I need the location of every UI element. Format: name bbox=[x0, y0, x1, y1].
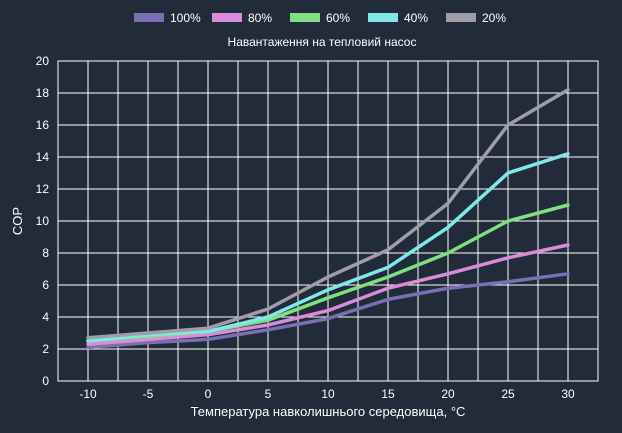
y-tick-label: 14 bbox=[36, 150, 50, 164]
x-tick-label: 15 bbox=[381, 387, 395, 401]
y-tick-label: 2 bbox=[42, 342, 49, 356]
x-axis-title: Температура навколишнього середовища, °C bbox=[191, 404, 466, 419]
x-axis-ticks: -10 -5 0 5 10 15 20 25 30 bbox=[79, 387, 575, 401]
y-axis-ticks: 0 2 4 6 8 10 12 14 16 18 20 bbox=[36, 54, 50, 388]
x-tick-label: -5 bbox=[143, 387, 154, 401]
legend-swatch bbox=[134, 13, 164, 22]
legend-label: 20% bbox=[482, 11, 506, 25]
series-lines bbox=[86, 88, 570, 350]
x-tick-label: 30 bbox=[561, 387, 575, 401]
legend-swatch bbox=[290, 13, 320, 22]
series-line-2 bbox=[86, 243, 570, 346]
legend-label: 100% bbox=[170, 11, 201, 25]
legend: 100% 80% 60% 40% 20% bbox=[134, 11, 506, 25]
x-tick-label: 5 bbox=[265, 387, 272, 401]
legend-label: 80% bbox=[248, 11, 272, 25]
legend-label: 60% bbox=[326, 11, 350, 25]
series-line-1 bbox=[86, 272, 570, 350]
y-tick-label: 12 bbox=[36, 182, 50, 196]
x-tick-label: 25 bbox=[501, 387, 515, 401]
x-tick-label: 10 bbox=[321, 387, 335, 401]
legend-label: 40% bbox=[404, 11, 428, 25]
series-line-4 bbox=[86, 152, 570, 343]
y-tick-label: 10 bbox=[36, 214, 50, 228]
series-line-5 bbox=[86, 88, 570, 340]
y-axis-title: COP bbox=[10, 207, 25, 235]
y-tick-label: 18 bbox=[36, 86, 50, 100]
legend-swatch bbox=[446, 13, 476, 22]
legend-swatch bbox=[212, 13, 242, 22]
y-tick-label: 20 bbox=[36, 54, 50, 68]
x-tick-label: 0 bbox=[205, 387, 212, 401]
legend-swatch bbox=[368, 13, 398, 22]
y-tick-label: 4 bbox=[42, 310, 49, 324]
y-tick-label: 0 bbox=[42, 374, 49, 388]
y-tick-label: 6 bbox=[42, 278, 49, 292]
y-tick-label: 16 bbox=[36, 118, 50, 132]
x-tick-label: 20 bbox=[441, 387, 455, 401]
y-tick-label: 8 bbox=[42, 246, 49, 260]
legend-title: Навантаження на тепловий насос bbox=[228, 35, 417, 49]
x-tick-label: -10 bbox=[79, 387, 97, 401]
